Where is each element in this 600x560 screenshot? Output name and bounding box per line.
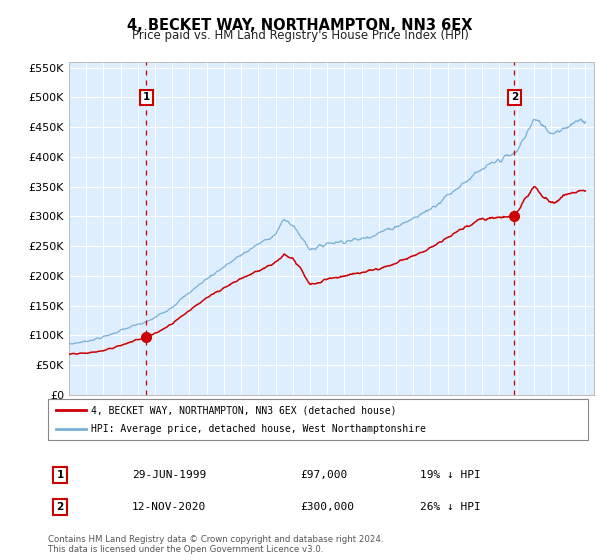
Text: 26% ↓ HPI: 26% ↓ HPI xyxy=(420,502,481,512)
Text: 4, BECKET WAY, NORTHAMPTON, NN3 6EX (detached house): 4, BECKET WAY, NORTHAMPTON, NN3 6EX (det… xyxy=(91,405,397,415)
Text: 2: 2 xyxy=(56,502,64,512)
Text: 4, BECKET WAY, NORTHAMPTON, NN3 6EX: 4, BECKET WAY, NORTHAMPTON, NN3 6EX xyxy=(127,18,473,33)
Text: £97,000: £97,000 xyxy=(300,470,347,480)
Text: Contains HM Land Registry data © Crown copyright and database right 2024.
This d: Contains HM Land Registry data © Crown c… xyxy=(48,535,383,554)
Text: 1: 1 xyxy=(143,92,150,102)
Text: £300,000: £300,000 xyxy=(300,502,354,512)
Text: 29-JUN-1999: 29-JUN-1999 xyxy=(132,470,206,480)
FancyBboxPatch shape xyxy=(48,399,588,440)
Text: 12-NOV-2020: 12-NOV-2020 xyxy=(132,502,206,512)
Text: HPI: Average price, detached house, West Northamptonshire: HPI: Average price, detached house, West… xyxy=(91,424,426,433)
Text: 2: 2 xyxy=(511,92,518,102)
Text: 1: 1 xyxy=(56,470,64,480)
Text: Price paid vs. HM Land Registry's House Price Index (HPI): Price paid vs. HM Land Registry's House … xyxy=(131,29,469,43)
Text: 19% ↓ HPI: 19% ↓ HPI xyxy=(420,470,481,480)
